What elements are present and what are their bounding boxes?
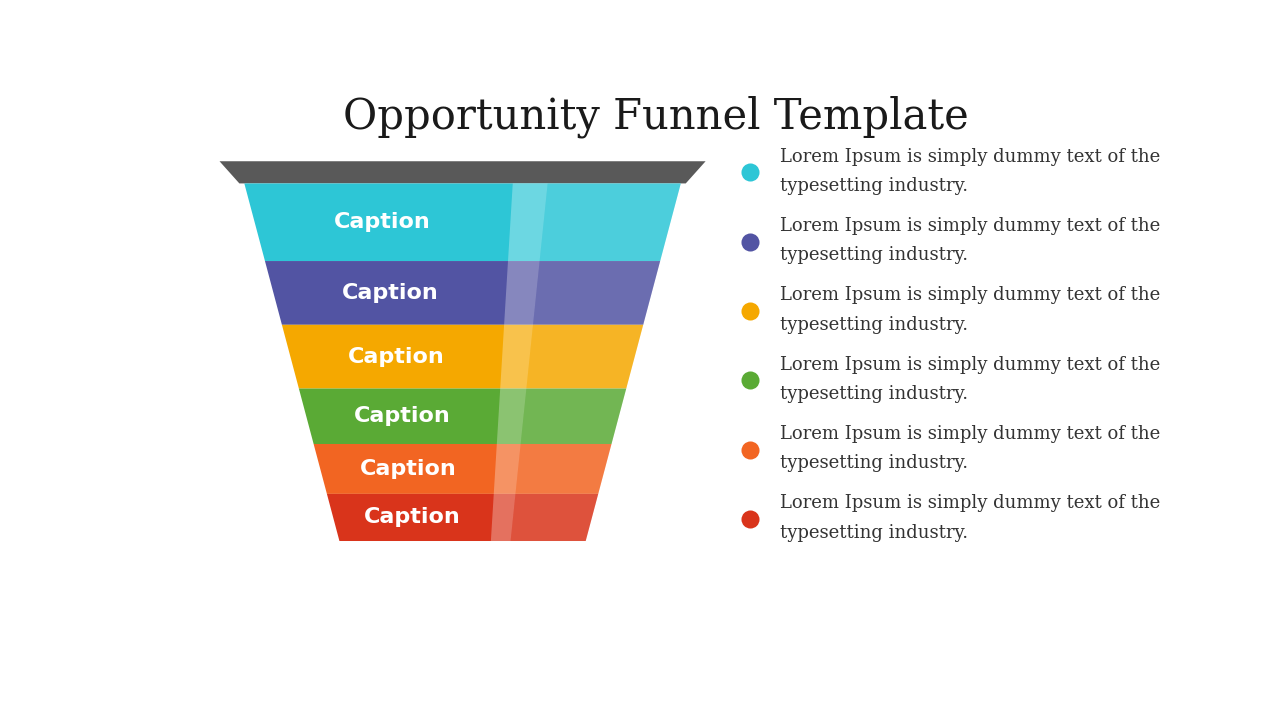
Polygon shape: [500, 325, 532, 389]
Text: typesetting industry.: typesetting industry.: [780, 246, 968, 264]
Polygon shape: [326, 494, 598, 541]
Text: typesetting industry.: typesetting industry.: [780, 523, 968, 541]
Text: typesetting industry.: typesetting industry.: [780, 454, 968, 472]
Text: Caption: Caption: [348, 346, 444, 366]
Polygon shape: [265, 261, 660, 325]
Polygon shape: [300, 389, 626, 444]
Text: Opportunity Funnel Template: Opportunity Funnel Template: [343, 96, 969, 138]
Polygon shape: [282, 325, 643, 389]
Polygon shape: [504, 261, 540, 325]
Polygon shape: [540, 184, 681, 261]
Polygon shape: [526, 325, 643, 389]
Polygon shape: [244, 184, 681, 261]
Text: Lorem Ipsum is simply dummy text of the: Lorem Ipsum is simply dummy text of the: [780, 148, 1160, 166]
Text: Caption: Caption: [360, 459, 456, 479]
Polygon shape: [532, 261, 660, 325]
Text: Lorem Ipsum is simply dummy text of the: Lorem Ipsum is simply dummy text of the: [780, 356, 1160, 374]
Text: Caption: Caption: [355, 406, 451, 426]
Text: Caption: Caption: [342, 283, 438, 303]
Text: Lorem Ipsum is simply dummy text of the: Lorem Ipsum is simply dummy text of the: [780, 287, 1160, 305]
Polygon shape: [494, 444, 521, 494]
Text: typesetting industry.: typesetting industry.: [780, 316, 968, 334]
Polygon shape: [516, 444, 612, 494]
Polygon shape: [521, 389, 626, 444]
Polygon shape: [220, 161, 705, 184]
Polygon shape: [314, 444, 612, 494]
Text: Lorem Ipsum is simply dummy text of the: Lorem Ipsum is simply dummy text of the: [780, 217, 1160, 235]
Text: Lorem Ipsum is simply dummy text of the: Lorem Ipsum is simply dummy text of the: [780, 495, 1160, 513]
Text: typesetting industry.: typesetting industry.: [780, 385, 968, 403]
Polygon shape: [508, 184, 548, 261]
Text: Lorem Ipsum is simply dummy text of the: Lorem Ipsum is simply dummy text of the: [780, 425, 1160, 443]
Text: typesetting industry.: typesetting industry.: [780, 177, 968, 195]
Text: Caption: Caption: [365, 508, 461, 528]
Polygon shape: [511, 494, 598, 541]
Polygon shape: [490, 494, 516, 541]
Polygon shape: [497, 389, 526, 444]
Text: Caption: Caption: [334, 212, 431, 233]
